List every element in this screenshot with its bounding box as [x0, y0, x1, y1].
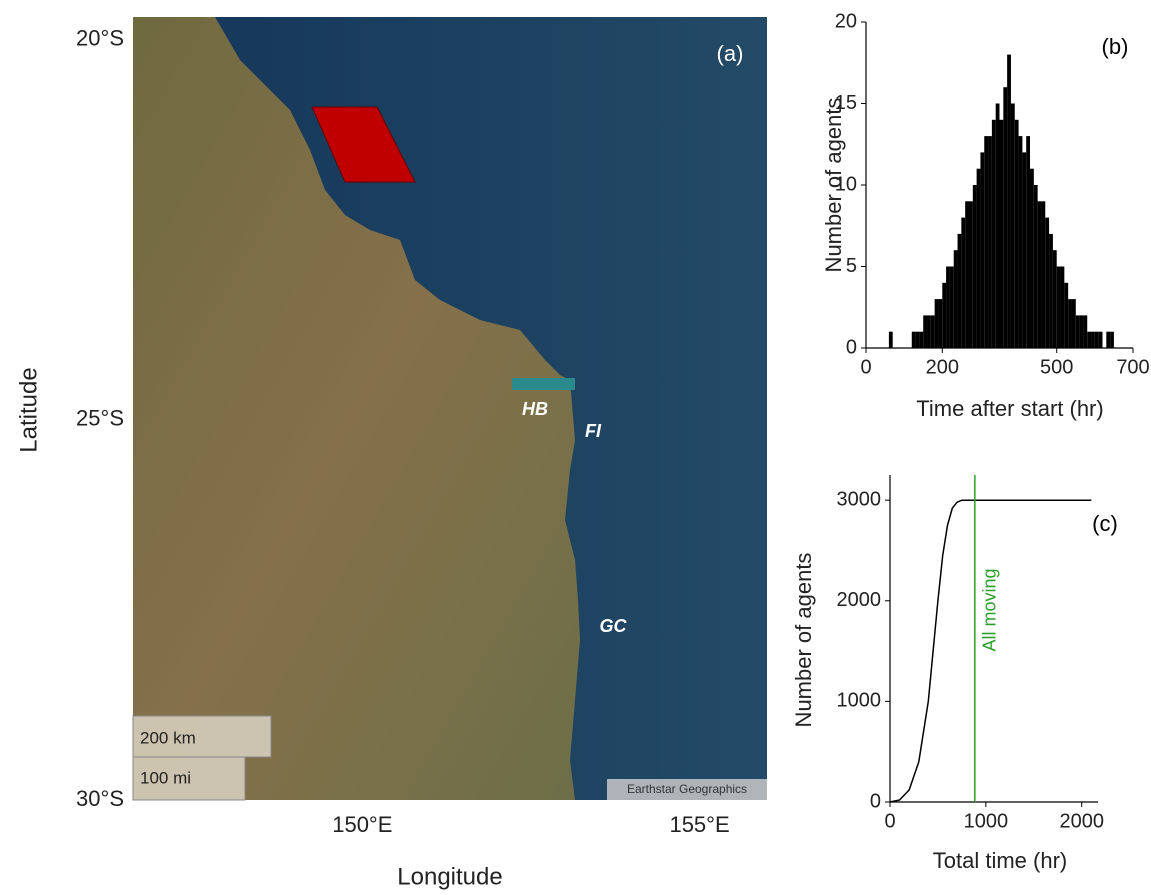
panel-label: (c): [1092, 511, 1118, 536]
y-tick-label: 20: [835, 10, 857, 32]
bar: [1018, 136, 1023, 348]
x-tick-label: 0: [860, 356, 871, 378]
y-tick-label: 10: [835, 173, 857, 195]
bar: [1094, 331, 1099, 348]
bar: [1049, 233, 1053, 348]
scale-bar: [132, 715, 272, 758]
x-axis-title: Total time (hr): [933, 848, 1067, 873]
bar: [1052, 250, 1057, 348]
y-tick-label: 1000: [837, 690, 882, 712]
scale-bar: [132, 756, 246, 801]
y-tick-label: 0: [870, 790, 881, 812]
x-tick-label: 500: [1040, 356, 1073, 378]
scale-label: 100 mi: [140, 768, 191, 787]
bar: [927, 315, 931, 348]
bar: [961, 217, 966, 348]
release-area: [311, 106, 416, 183]
bar: [1087, 331, 1092, 348]
bar: [968, 201, 973, 348]
bar: [1010, 103, 1015, 348]
bar: [934, 299, 939, 348]
bar: [1110, 331, 1114, 348]
bar: [995, 103, 1000, 348]
target-area: [512, 378, 575, 390]
bar: [1003, 87, 1008, 348]
bar: [957, 233, 962, 348]
y-tick-label: 0: [846, 336, 857, 358]
map-image: HB FI GC 200 km 100 mi Earthstar Geograp…: [132, 17, 767, 801]
bar: [999, 119, 1004, 348]
bar: [949, 266, 954, 348]
bar: [1060, 266, 1065, 348]
place-label: FI: [585, 421, 602, 441]
land: [133, 17, 580, 800]
y-tick-label: 2000: [837, 589, 882, 611]
y-tick-label: 30°S: [76, 786, 124, 811]
x-tick-label: 700: [1116, 356, 1149, 378]
bar: [1014, 119, 1019, 348]
bar: [1064, 282, 1069, 348]
bar: [1041, 201, 1046, 348]
bar: [919, 331, 924, 348]
bar: [980, 152, 985, 348]
bar: [923, 315, 928, 348]
x-tick-label: 155°E: [669, 812, 729, 837]
bar: [953, 250, 958, 348]
y-tick-label: 25°S: [76, 406, 124, 431]
bar: [1037, 201, 1042, 348]
attribution-box: [607, 779, 767, 800]
y-tick-label: 20°S: [76, 26, 124, 51]
bar: [1098, 331, 1103, 348]
attribution: Earthstar Geographics: [627, 782, 747, 796]
x-tick-label: 1000: [964, 810, 1009, 832]
panel-label: (b): [1102, 34, 1129, 59]
bar: [888, 331, 893, 348]
bar: [946, 266, 950, 348]
bar: [1075, 315, 1080, 348]
y-axis-title: Number of agents: [821, 98, 846, 273]
bar: [1056, 266, 1061, 348]
y-tick-label: 15: [835, 92, 857, 114]
bar: [1091, 331, 1095, 348]
bar: [1033, 185, 1038, 348]
x-tick-label: 2000: [1059, 810, 1104, 832]
line: [889, 499, 1092, 803]
bar: [1079, 315, 1084, 348]
bar: [1071, 299, 1076, 348]
bar: [1068, 299, 1072, 348]
bar: [915, 331, 920, 348]
bar: [930, 315, 935, 348]
bar: [1007, 54, 1011, 348]
place-label: GC: [600, 616, 628, 636]
y-axis-title: Latitude: [15, 367, 42, 452]
bar: [972, 185, 977, 348]
bar: [976, 168, 981, 348]
x-tick-label: 0: [884, 810, 895, 832]
bar: [942, 282, 947, 348]
bar: [1030, 168, 1034, 348]
bar: [1026, 136, 1031, 348]
x-axis-title: Longitude: [397, 863, 502, 890]
panel-label: (a): [717, 41, 744, 66]
bar: [988, 136, 992, 348]
scale-label: 200 km: [140, 728, 196, 747]
bar: [965, 201, 969, 348]
annotation-label: All moving: [980, 568, 1000, 651]
y-tick-label: 3000: [837, 488, 882, 510]
bar: [911, 331, 916, 348]
bar: [938, 299, 943, 348]
x-tick-label: 150°E: [332, 812, 392, 837]
bar: [991, 119, 996, 348]
bar: [1106, 331, 1111, 348]
bar: [984, 136, 989, 348]
x-tick-label: 200: [926, 356, 959, 378]
place-label: HB: [522, 399, 548, 419]
bar: [1045, 217, 1050, 348]
y-axis-title: Number of agents: [791, 553, 816, 728]
x-axis-title: Time after start (hr): [916, 396, 1103, 421]
bar: [1083, 315, 1088, 348]
bar: [1022, 152, 1027, 348]
y-tick-label: 5: [846, 255, 857, 277]
